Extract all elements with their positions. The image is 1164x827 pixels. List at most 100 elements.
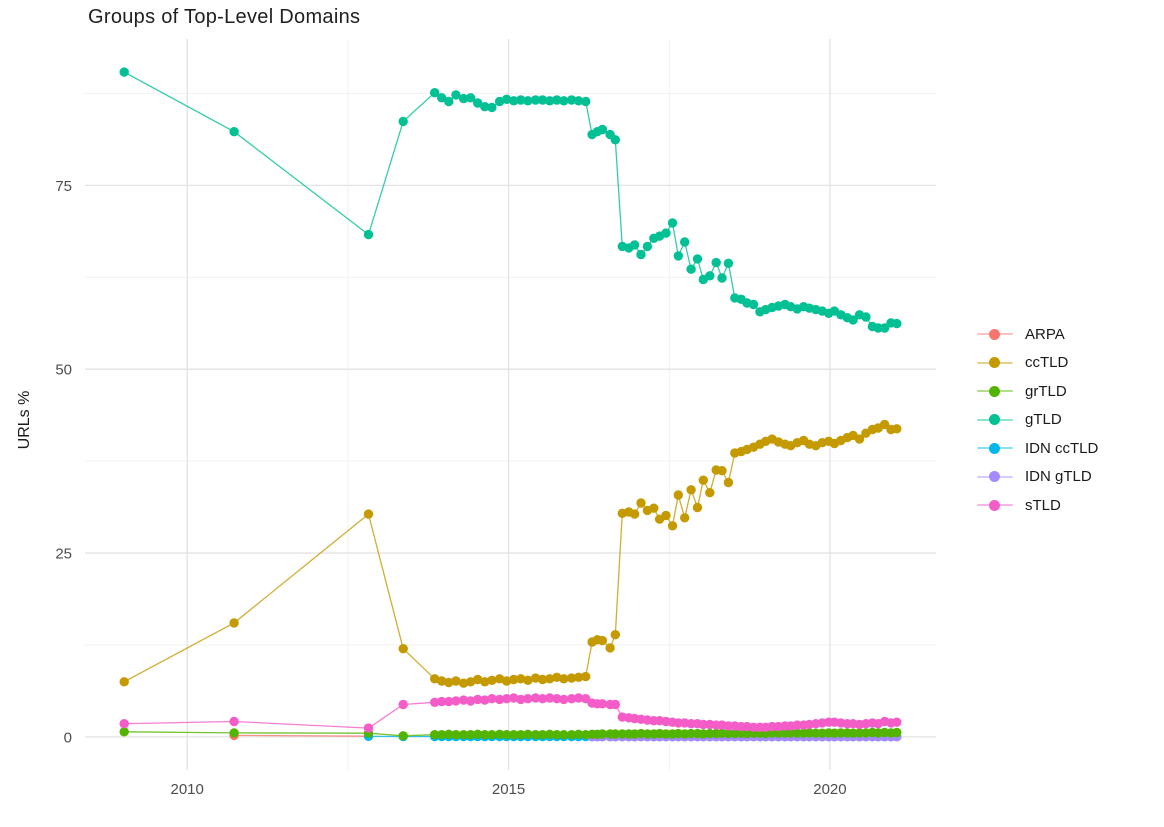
data-point [559,674,569,684]
data-point [458,678,469,688]
data-point [723,258,734,268]
data-point [530,730,541,740]
data-point [473,98,483,108]
data-point [363,723,374,733]
data-point [430,697,440,707]
data-point [597,699,608,709]
data-point [581,96,591,107]
data-point [509,730,519,740]
data-point [545,729,555,739]
legend-dot-icon [989,385,1000,397]
legend-dot-icon [989,499,1000,511]
data-point [509,693,519,703]
data-point [597,729,608,739]
data-point [473,674,483,685]
series-gtld [119,67,902,333]
data-point [444,729,454,739]
data-point [698,475,708,485]
y-tick-label: 0 [64,729,72,746]
data-point [545,693,555,703]
y-tick-label: 50 [55,362,72,379]
legend-key-icon [975,469,1015,485]
series-line [123,71,897,329]
data-point [698,719,708,730]
legend-key-icon [975,497,1015,513]
data-point [437,676,447,686]
data-point [465,730,476,740]
data-point [530,95,541,105]
data-point [892,717,902,727]
legend-item-label: gTLD [1025,411,1062,429]
legend-dot-icon [989,442,1000,454]
series-stld [119,693,902,733]
data-point [717,273,727,283]
legend-item-cctld: ccTLD [975,349,1098,378]
major-gridlines [85,39,936,770]
data-point [363,509,374,519]
data-point [636,498,646,508]
data-point [581,671,591,682]
data-point [501,694,512,704]
data-point [458,695,469,705]
legend-item-grtld: grTLD [975,377,1098,406]
data-point [566,95,577,105]
data-point [892,424,902,434]
x-tick-label: 2015 [492,781,525,798]
data-point [605,643,615,653]
data-point [451,90,461,100]
data-point [610,135,620,145]
legend-item-idn-gtld: IDN gTLD [975,463,1098,492]
data-point [773,728,784,738]
data-point [667,218,678,228]
data-point [667,521,678,531]
y-tick-label: 75 [55,178,72,195]
data-point [398,116,408,127]
data-point [573,672,584,682]
data-point [636,249,646,260]
legend-item-label: grTLD [1025,382,1067,400]
data-point [523,694,533,704]
data-point [848,315,858,325]
data-point [501,730,512,740]
data-point [537,95,548,105]
data-point [642,241,653,252]
data-point [494,694,505,705]
data-point [610,729,620,739]
data-point [363,229,374,240]
data-point [680,237,690,247]
data-point [537,674,548,685]
y-tick-label: 25 [55,546,72,563]
legend-item-label: ARPA [1025,325,1065,343]
data-point [437,696,447,707]
data-point [480,695,490,705]
data-point [119,719,129,729]
legend-dot-icon [989,471,1000,483]
legend-key-icon [975,440,1015,456]
series-line [123,423,897,684]
legend-key-icon [975,355,1015,371]
data-point [537,730,548,740]
data-point [748,299,759,310]
data-point [559,730,569,740]
data-point [516,674,526,684]
series-grtld [119,727,902,741]
data-point [516,95,526,105]
data-point [566,694,577,704]
data-point [879,323,890,333]
legend-item-label: IDN ccTLD [1025,439,1099,457]
data-point [692,502,703,513]
legend-item-label: IDN gTLD [1025,468,1092,486]
data-point [879,419,890,430]
data-point [487,675,497,685]
data-point [501,676,512,686]
data-point [617,729,627,739]
data-point [545,96,555,106]
data-point [444,96,454,107]
data-point [430,730,440,740]
data-point [451,676,461,686]
data-point [705,271,715,281]
data-point [451,696,461,706]
data-point [854,434,865,444]
minor-gridlines [85,39,936,770]
data-point [680,513,690,523]
